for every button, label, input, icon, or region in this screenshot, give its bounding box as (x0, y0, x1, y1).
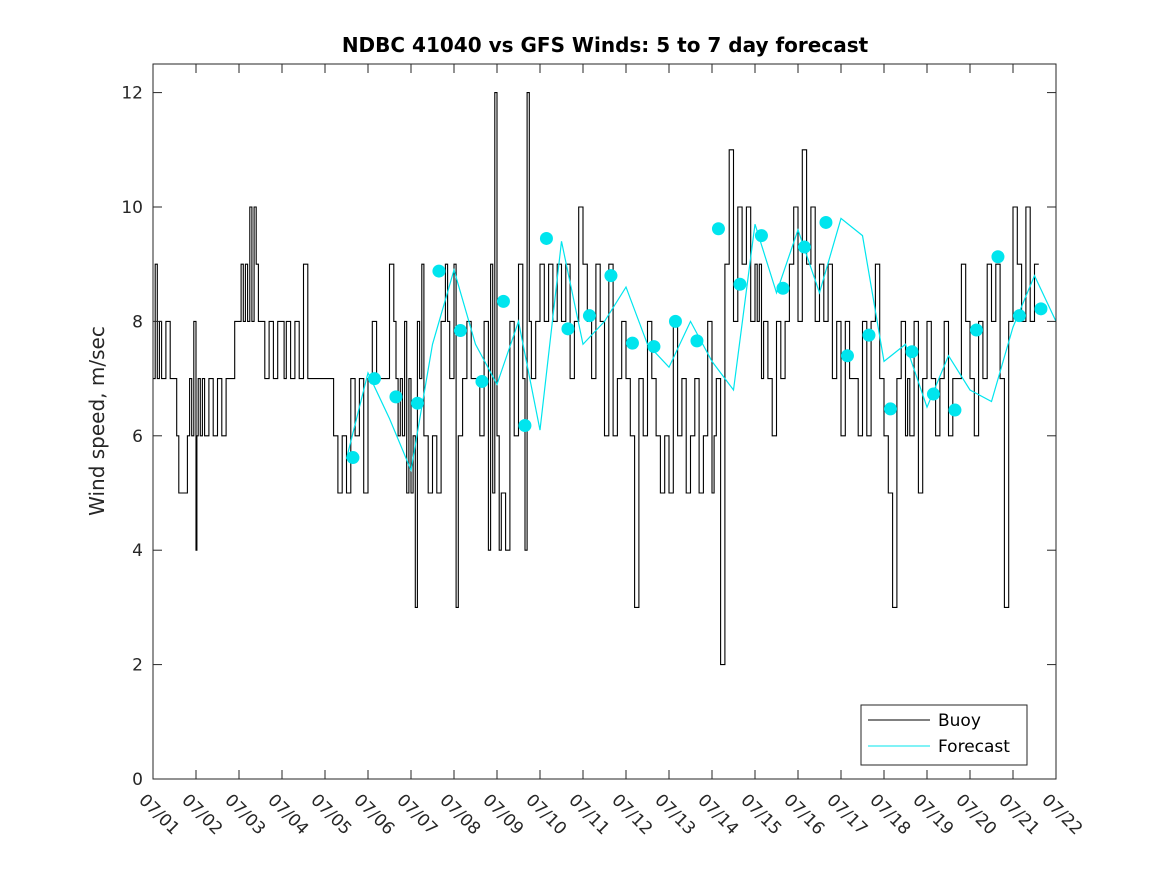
y-tick-label: 4 (132, 541, 143, 561)
legend-forecast-label: Forecast (938, 737, 1010, 757)
forecast-marker (518, 419, 532, 433)
forecast-marker (711, 222, 725, 236)
forecast-marker (819, 215, 833, 229)
plot-frame (152, 63, 1057, 780)
forecast-marker (754, 229, 768, 243)
chart-title: NDBC 41040 vs GFS Winds: 5 to 7 day fore… (342, 33, 869, 57)
forecast-marker (604, 269, 618, 283)
forecast-marker (539, 231, 553, 245)
forecast-marker (926, 387, 940, 401)
forecast-marker (367, 372, 381, 386)
y-tick-label: 0 (132, 770, 143, 790)
forecast-marker (582, 309, 596, 323)
y-tick-label: 12 (121, 84, 143, 104)
forecast-marker (389, 390, 403, 404)
forecast-marker (346, 451, 360, 465)
series-layer (153, 92, 1057, 666)
forecast-marker (668, 314, 682, 328)
forecast-marker (561, 322, 575, 336)
y-tick-label: 6 (132, 427, 143, 447)
forecast-marker (453, 324, 467, 338)
forecast-marker (991, 250, 1005, 264)
forecast-marker (862, 328, 876, 342)
forecast-marker (432, 264, 446, 278)
legend-box (860, 704, 1028, 766)
y-tick-label: 2 (132, 656, 143, 676)
forecast-marker (797, 240, 811, 254)
forecast-marker (969, 323, 983, 337)
forecast-marker (948, 403, 962, 417)
forecast-marker (733, 277, 747, 291)
forecast-marker (475, 374, 489, 388)
forecast-marker (1034, 302, 1048, 316)
forecast-marker (776, 281, 790, 295)
forecast-marker (496, 294, 510, 308)
forecast-marker (690, 334, 704, 348)
forecast-marker (647, 340, 661, 354)
legend-buoy-label: Buoy (938, 711, 981, 731)
forecast-marker (883, 402, 897, 416)
forecast-marker (840, 349, 854, 363)
forecast-marker (625, 336, 639, 350)
buoy-series-line (153, 92, 1039, 666)
y-axis-label: Wind speed, m/sec (85, 326, 109, 516)
y-tick-label: 10 (121, 198, 143, 218)
forecast-marker (1012, 309, 1026, 323)
forecast-marker (410, 396, 424, 410)
y-tick-label: 8 (132, 312, 143, 332)
legend: Buoy Forecast (860, 704, 1028, 766)
forecast-marker (905, 345, 919, 359)
